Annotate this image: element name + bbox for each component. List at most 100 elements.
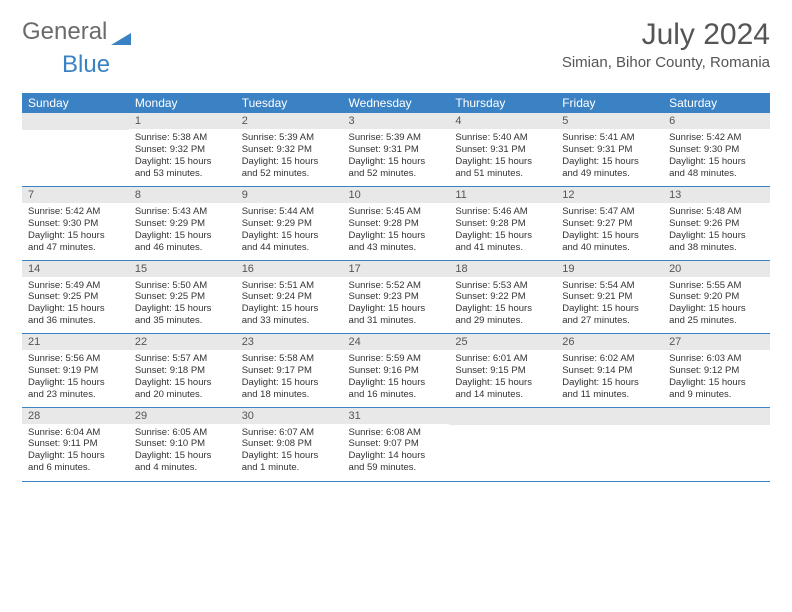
day-content: Sunrise: 6:02 AMSunset: 9:14 PMDaylight:…: [556, 350, 663, 407]
day-number: 3: [343, 113, 450, 129]
month-title: July 2024: [562, 18, 770, 52]
day-content: Sunrise: 5:59 AMSunset: 9:16 PMDaylight:…: [343, 350, 450, 407]
day-number: 5: [556, 113, 663, 129]
day-number: [663, 408, 770, 425]
calendar-cell: 19Sunrise: 5:54 AMSunset: 9:21 PMDayligh…: [556, 260, 663, 334]
day-content: Sunrise: 6:01 AMSunset: 9:15 PMDaylight:…: [449, 350, 556, 407]
calendar-cell: 2Sunrise: 5:39 AMSunset: 9:32 PMDaylight…: [236, 113, 343, 187]
calendar-cell: 8Sunrise: 5:43 AMSunset: 9:29 PMDaylight…: [129, 187, 236, 261]
calendar-cell: 22Sunrise: 5:57 AMSunset: 9:18 PMDayligh…: [129, 334, 236, 408]
day-number: 11: [449, 187, 556, 203]
day-content: Sunrise: 5:38 AMSunset: 9:32 PMDaylight:…: [129, 129, 236, 186]
weekday-header: Sunday: [22, 93, 129, 113]
day-content: Sunrise: 5:46 AMSunset: 9:28 PMDaylight:…: [449, 203, 556, 260]
calendar-cell: 31Sunrise: 6:08 AMSunset: 9:07 PMDayligh…: [343, 407, 450, 481]
calendar-cell: 3Sunrise: 5:39 AMSunset: 9:31 PMDaylight…: [343, 113, 450, 187]
day-number: 29: [129, 408, 236, 424]
calendar-cell: 1Sunrise: 5:38 AMSunset: 9:32 PMDaylight…: [129, 113, 236, 187]
calendar-cell: 21Sunrise: 5:56 AMSunset: 9:19 PMDayligh…: [22, 334, 129, 408]
day-content: Sunrise: 5:43 AMSunset: 9:29 PMDaylight:…: [129, 203, 236, 260]
day-number: 19: [556, 261, 663, 277]
day-number: 27: [663, 334, 770, 350]
calendar-cell: 27Sunrise: 6:03 AMSunset: 9:12 PMDayligh…: [663, 334, 770, 408]
day-content: Sunrise: 6:05 AMSunset: 9:10 PMDaylight:…: [129, 424, 236, 481]
logo-text-general: General: [22, 18, 107, 46]
day-content: [22, 130, 129, 186]
day-number: 22: [129, 334, 236, 350]
day-content: Sunrise: 5:39 AMSunset: 9:31 PMDaylight:…: [343, 129, 450, 186]
day-content: Sunrise: 5:54 AMSunset: 9:21 PMDaylight:…: [556, 277, 663, 334]
day-content: Sunrise: 5:57 AMSunset: 9:18 PMDaylight:…: [129, 350, 236, 407]
calendar-cell: 7Sunrise: 5:42 AMSunset: 9:30 PMDaylight…: [22, 187, 129, 261]
calendar-cell: 23Sunrise: 5:58 AMSunset: 9:17 PMDayligh…: [236, 334, 343, 408]
day-number: 18: [449, 261, 556, 277]
calendar-cell: 16Sunrise: 5:51 AMSunset: 9:24 PMDayligh…: [236, 260, 343, 334]
day-content: [449, 425, 556, 481]
calendar-cell: [556, 407, 663, 481]
calendar-cell: [22, 113, 129, 187]
day-content: Sunrise: 5:41 AMSunset: 9:31 PMDaylight:…: [556, 129, 663, 186]
day-content: Sunrise: 5:39 AMSunset: 9:32 PMDaylight:…: [236, 129, 343, 186]
day-number: 4: [449, 113, 556, 129]
calendar-cell: 18Sunrise: 5:53 AMSunset: 9:22 PMDayligh…: [449, 260, 556, 334]
calendar-cell: 24Sunrise: 5:59 AMSunset: 9:16 PMDayligh…: [343, 334, 450, 408]
calendar-table: SundayMondayTuesdayWednesdayThursdayFrid…: [22, 93, 770, 482]
day-number: 9: [236, 187, 343, 203]
day-content: Sunrise: 5:50 AMSunset: 9:25 PMDaylight:…: [129, 277, 236, 334]
day-content: Sunrise: 6:08 AMSunset: 9:07 PMDaylight:…: [343, 424, 450, 481]
day-content: Sunrise: 5:45 AMSunset: 9:28 PMDaylight:…: [343, 203, 450, 260]
calendar-cell: 17Sunrise: 5:52 AMSunset: 9:23 PMDayligh…: [343, 260, 450, 334]
day-number: 21: [22, 334, 129, 350]
weekday-row: SundayMondayTuesdayWednesdayThursdayFrid…: [22, 93, 770, 113]
calendar-cell: 5Sunrise: 5:41 AMSunset: 9:31 PMDaylight…: [556, 113, 663, 187]
calendar-cell: 20Sunrise: 5:55 AMSunset: 9:20 PMDayligh…: [663, 260, 770, 334]
calendar-cell: 4Sunrise: 5:40 AMSunset: 9:31 PMDaylight…: [449, 113, 556, 187]
day-number: 20: [663, 261, 770, 277]
calendar-cell: [663, 407, 770, 481]
calendar-week-row: 7Sunrise: 5:42 AMSunset: 9:30 PMDaylight…: [22, 187, 770, 261]
day-content: Sunrise: 5:55 AMSunset: 9:20 PMDaylight:…: [663, 277, 770, 334]
day-number: 6: [663, 113, 770, 129]
calendar-week-row: 1Sunrise: 5:38 AMSunset: 9:32 PMDaylight…: [22, 113, 770, 187]
day-content: Sunrise: 5:51 AMSunset: 9:24 PMDaylight:…: [236, 277, 343, 334]
day-content: Sunrise: 6:03 AMSunset: 9:12 PMDaylight:…: [663, 350, 770, 407]
day-number: 17: [343, 261, 450, 277]
day-number: 26: [556, 334, 663, 350]
calendar-week-row: 14Sunrise: 5:49 AMSunset: 9:25 PMDayligh…: [22, 260, 770, 334]
day-content: Sunrise: 5:42 AMSunset: 9:30 PMDaylight:…: [22, 203, 129, 260]
weekday-header: Thursday: [449, 93, 556, 113]
calendar-cell: 6Sunrise: 5:42 AMSunset: 9:30 PMDaylight…: [663, 113, 770, 187]
calendar-week-row: 21Sunrise: 5:56 AMSunset: 9:19 PMDayligh…: [22, 334, 770, 408]
day-content: Sunrise: 5:58 AMSunset: 9:17 PMDaylight:…: [236, 350, 343, 407]
calendar-head: SundayMondayTuesdayWednesdayThursdayFrid…: [22, 93, 770, 113]
day-number: [556, 408, 663, 425]
day-content: Sunrise: 5:42 AMSunset: 9:30 PMDaylight:…: [663, 129, 770, 186]
weekday-header: Saturday: [663, 93, 770, 113]
day-content: [663, 425, 770, 481]
calendar-cell: 25Sunrise: 6:01 AMSunset: 9:15 PMDayligh…: [449, 334, 556, 408]
day-content: Sunrise: 5:52 AMSunset: 9:23 PMDaylight:…: [343, 277, 450, 334]
logo: General: [22, 18, 133, 46]
day-number: 10: [343, 187, 450, 203]
day-number: 25: [449, 334, 556, 350]
calendar-cell: [449, 407, 556, 481]
day-number: 14: [22, 261, 129, 277]
calendar-cell: 13Sunrise: 5:48 AMSunset: 9:26 PMDayligh…: [663, 187, 770, 261]
calendar-week-row: 28Sunrise: 6:04 AMSunset: 9:11 PMDayligh…: [22, 407, 770, 481]
day-content: Sunrise: 5:56 AMSunset: 9:19 PMDaylight:…: [22, 350, 129, 407]
calendar-body: 1Sunrise: 5:38 AMSunset: 9:32 PMDaylight…: [22, 113, 770, 481]
weekday-header: Friday: [556, 93, 663, 113]
weekday-header: Wednesday: [343, 93, 450, 113]
day-number: 1: [129, 113, 236, 129]
day-content: [556, 425, 663, 481]
calendar-cell: 28Sunrise: 6:04 AMSunset: 9:11 PMDayligh…: [22, 407, 129, 481]
day-number: 15: [129, 261, 236, 277]
logo-text-blue: Blue: [62, 51, 110, 78]
day-number: 30: [236, 408, 343, 424]
day-content: Sunrise: 5:49 AMSunset: 9:25 PMDaylight:…: [22, 277, 129, 334]
day-number: 8: [129, 187, 236, 203]
day-number: 16: [236, 261, 343, 277]
calendar-cell: 26Sunrise: 6:02 AMSunset: 9:14 PMDayligh…: [556, 334, 663, 408]
title-block: July 2024 Simian, Bihor County, Romania: [562, 18, 770, 71]
weekday-header: Monday: [129, 93, 236, 113]
